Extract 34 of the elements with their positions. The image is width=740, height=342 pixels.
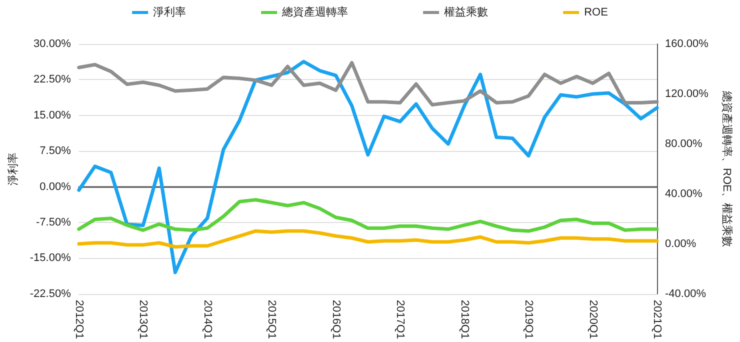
y-tick-label: 22.50% bbox=[34, 74, 72, 86]
legend-label: 總資產週轉率 bbox=[281, 6, 348, 18]
x-tick-label: 2019Q1 bbox=[522, 300, 535, 340]
x-tick-label: 2016Q1 bbox=[330, 300, 342, 340]
x-tick-label: 2018Q1 bbox=[458, 300, 470, 340]
y2-tick-label: 0.00% bbox=[665, 238, 696, 250]
x-tick-label: 2013Q1 bbox=[137, 300, 150, 340]
y-tick-label: -7.50% bbox=[36, 216, 72, 228]
y2-axis-title: 總資產週轉率、ROE、權益乘數 bbox=[720, 90, 734, 247]
y-tick-label: -15.00% bbox=[30, 252, 72, 264]
x-tick-label: 2014Q1 bbox=[201, 300, 214, 340]
y2-tick-label: 160.00% bbox=[665, 38, 709, 50]
x-tick-label: 2017Q1 bbox=[394, 300, 406, 340]
y-tick-label: 7.50% bbox=[40, 145, 72, 158]
line-series bbox=[77, 60, 659, 106]
y-axis-title: 淨利率 bbox=[6, 152, 20, 186]
y-tick-label: 0.00% bbox=[40, 180, 72, 193]
x-tick-label: 2012Q1 bbox=[72, 300, 85, 340]
y2-tick-label: 40.00% bbox=[665, 188, 703, 200]
x-tick-label: 2020Q1 bbox=[586, 300, 599, 340]
legend-label: ROE bbox=[584, 6, 608, 18]
line-series bbox=[77, 229, 659, 249]
x-tick-label: 2015Q1 bbox=[266, 300, 278, 340]
line-series bbox=[77, 198, 659, 233]
legend-label: 權益乘數 bbox=[444, 6, 488, 18]
y2-tick-label: 80.00% bbox=[665, 138, 703, 150]
legend-label: 淨利率 bbox=[153, 6, 186, 18]
x-tick-label: 2021Q1 bbox=[651, 300, 663, 340]
y2-tick-label: -40.00% bbox=[665, 288, 706, 300]
y-tick-label: 30.00% bbox=[34, 38, 72, 50]
y-tick-label: -22.50% bbox=[30, 288, 72, 300]
line-series bbox=[77, 60, 659, 274]
y-tick-label: 15.00% bbox=[34, 109, 72, 122]
y2-tick-label: 120.00% bbox=[665, 88, 709, 100]
